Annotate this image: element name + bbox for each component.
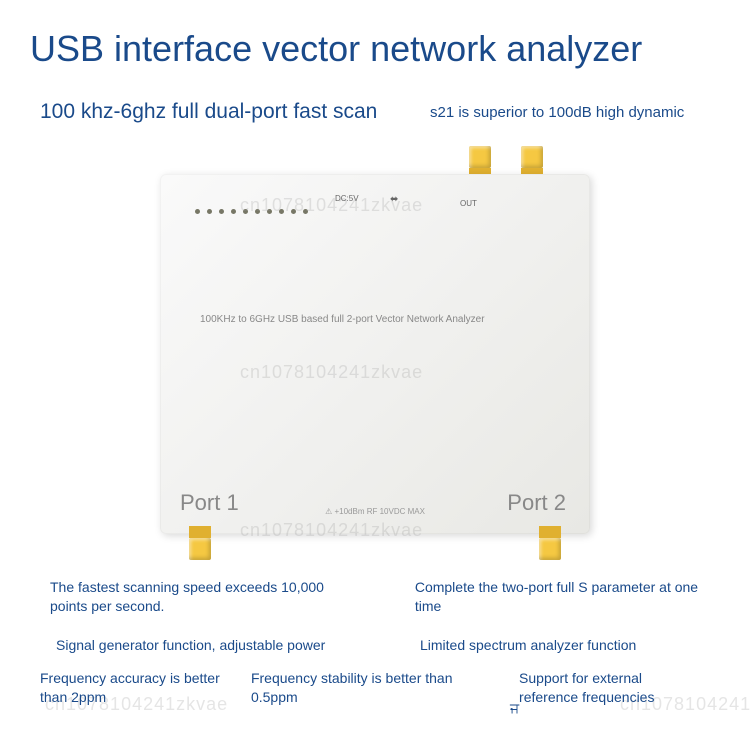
warning-label: ⚠ +10dBm RF 10VDC MAX (325, 507, 425, 516)
sma-connector-out1 (469, 146, 491, 176)
device-enclosure: DC:5V ⬌ OUT 100KHz to 6GHz USB based ful… (160, 174, 590, 534)
feature-s-parameter: Complete the two-port full S parameter a… (415, 578, 700, 616)
feature-signal-generator: Signal generator function, adjustable po… (50, 636, 390, 655)
device-description: 100KHz to 6GHz USB based full 2-port Vec… (200, 314, 485, 325)
feature-external-ref: Support for external reference frequenci… (519, 669, 700, 707)
reference-icon: ਜ (510, 700, 519, 717)
watermark: cn1078104241zkvae (240, 520, 423, 541)
feature-spectrum-analyzer: Limited spectrum analyzer function (420, 636, 700, 655)
feature-scanning-speed: The fastest scanning speed exceeds 10,00… (50, 578, 355, 616)
main-title: USB interface vector network analyzer (0, 0, 750, 70)
feature-freq-stability: Frequency stability is better than 0.5pp… (251, 669, 459, 707)
feature-freq-accuracy: Frequency accuracy is better than 2ppm (40, 669, 221, 707)
sma-connector-port2 (539, 529, 561, 559)
subtitle-left: 100 khz-6ghz full dual-port fast scan (40, 100, 430, 124)
sma-connector-out2 (521, 146, 543, 176)
subtitle-row: 100 khz-6ghz full dual-port fast scan s2… (0, 70, 750, 124)
out-label: OUT (460, 199, 477, 208)
port1-label: Port 1 (180, 490, 239, 516)
sma-connector-port1 (189, 529, 211, 559)
watermark: cn1078104241zkvae (240, 362, 423, 383)
port2-label: Port 2 (507, 490, 566, 516)
watermark: cn1078104241zkvae (240, 195, 423, 216)
feature-list: The fastest scanning speed exceeds 10,00… (0, 578, 750, 706)
subtitle-right: s21 is superior to 100dB high dynamic (430, 100, 684, 124)
